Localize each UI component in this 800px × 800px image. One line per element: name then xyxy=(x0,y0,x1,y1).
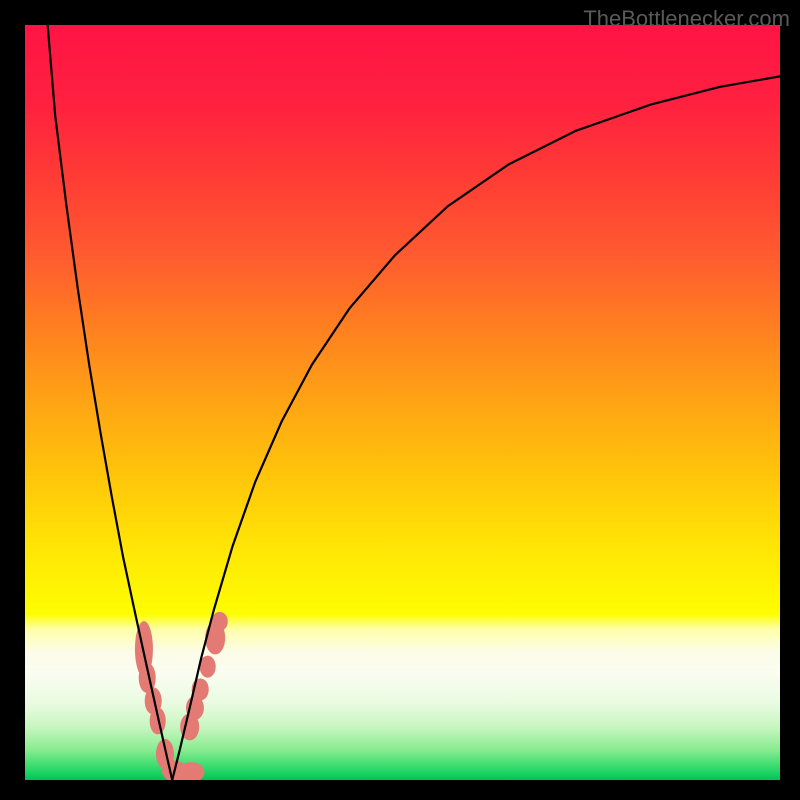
plot-area xyxy=(25,25,780,780)
curve-right-branch xyxy=(172,76,780,780)
bottleneck-curve xyxy=(25,25,780,780)
watermark-text: TheBottlenecker.com xyxy=(583,6,790,32)
curve-left-branch xyxy=(48,25,173,780)
chart-container: { "watermark": { "text": "TheBottlenecke… xyxy=(0,0,800,800)
